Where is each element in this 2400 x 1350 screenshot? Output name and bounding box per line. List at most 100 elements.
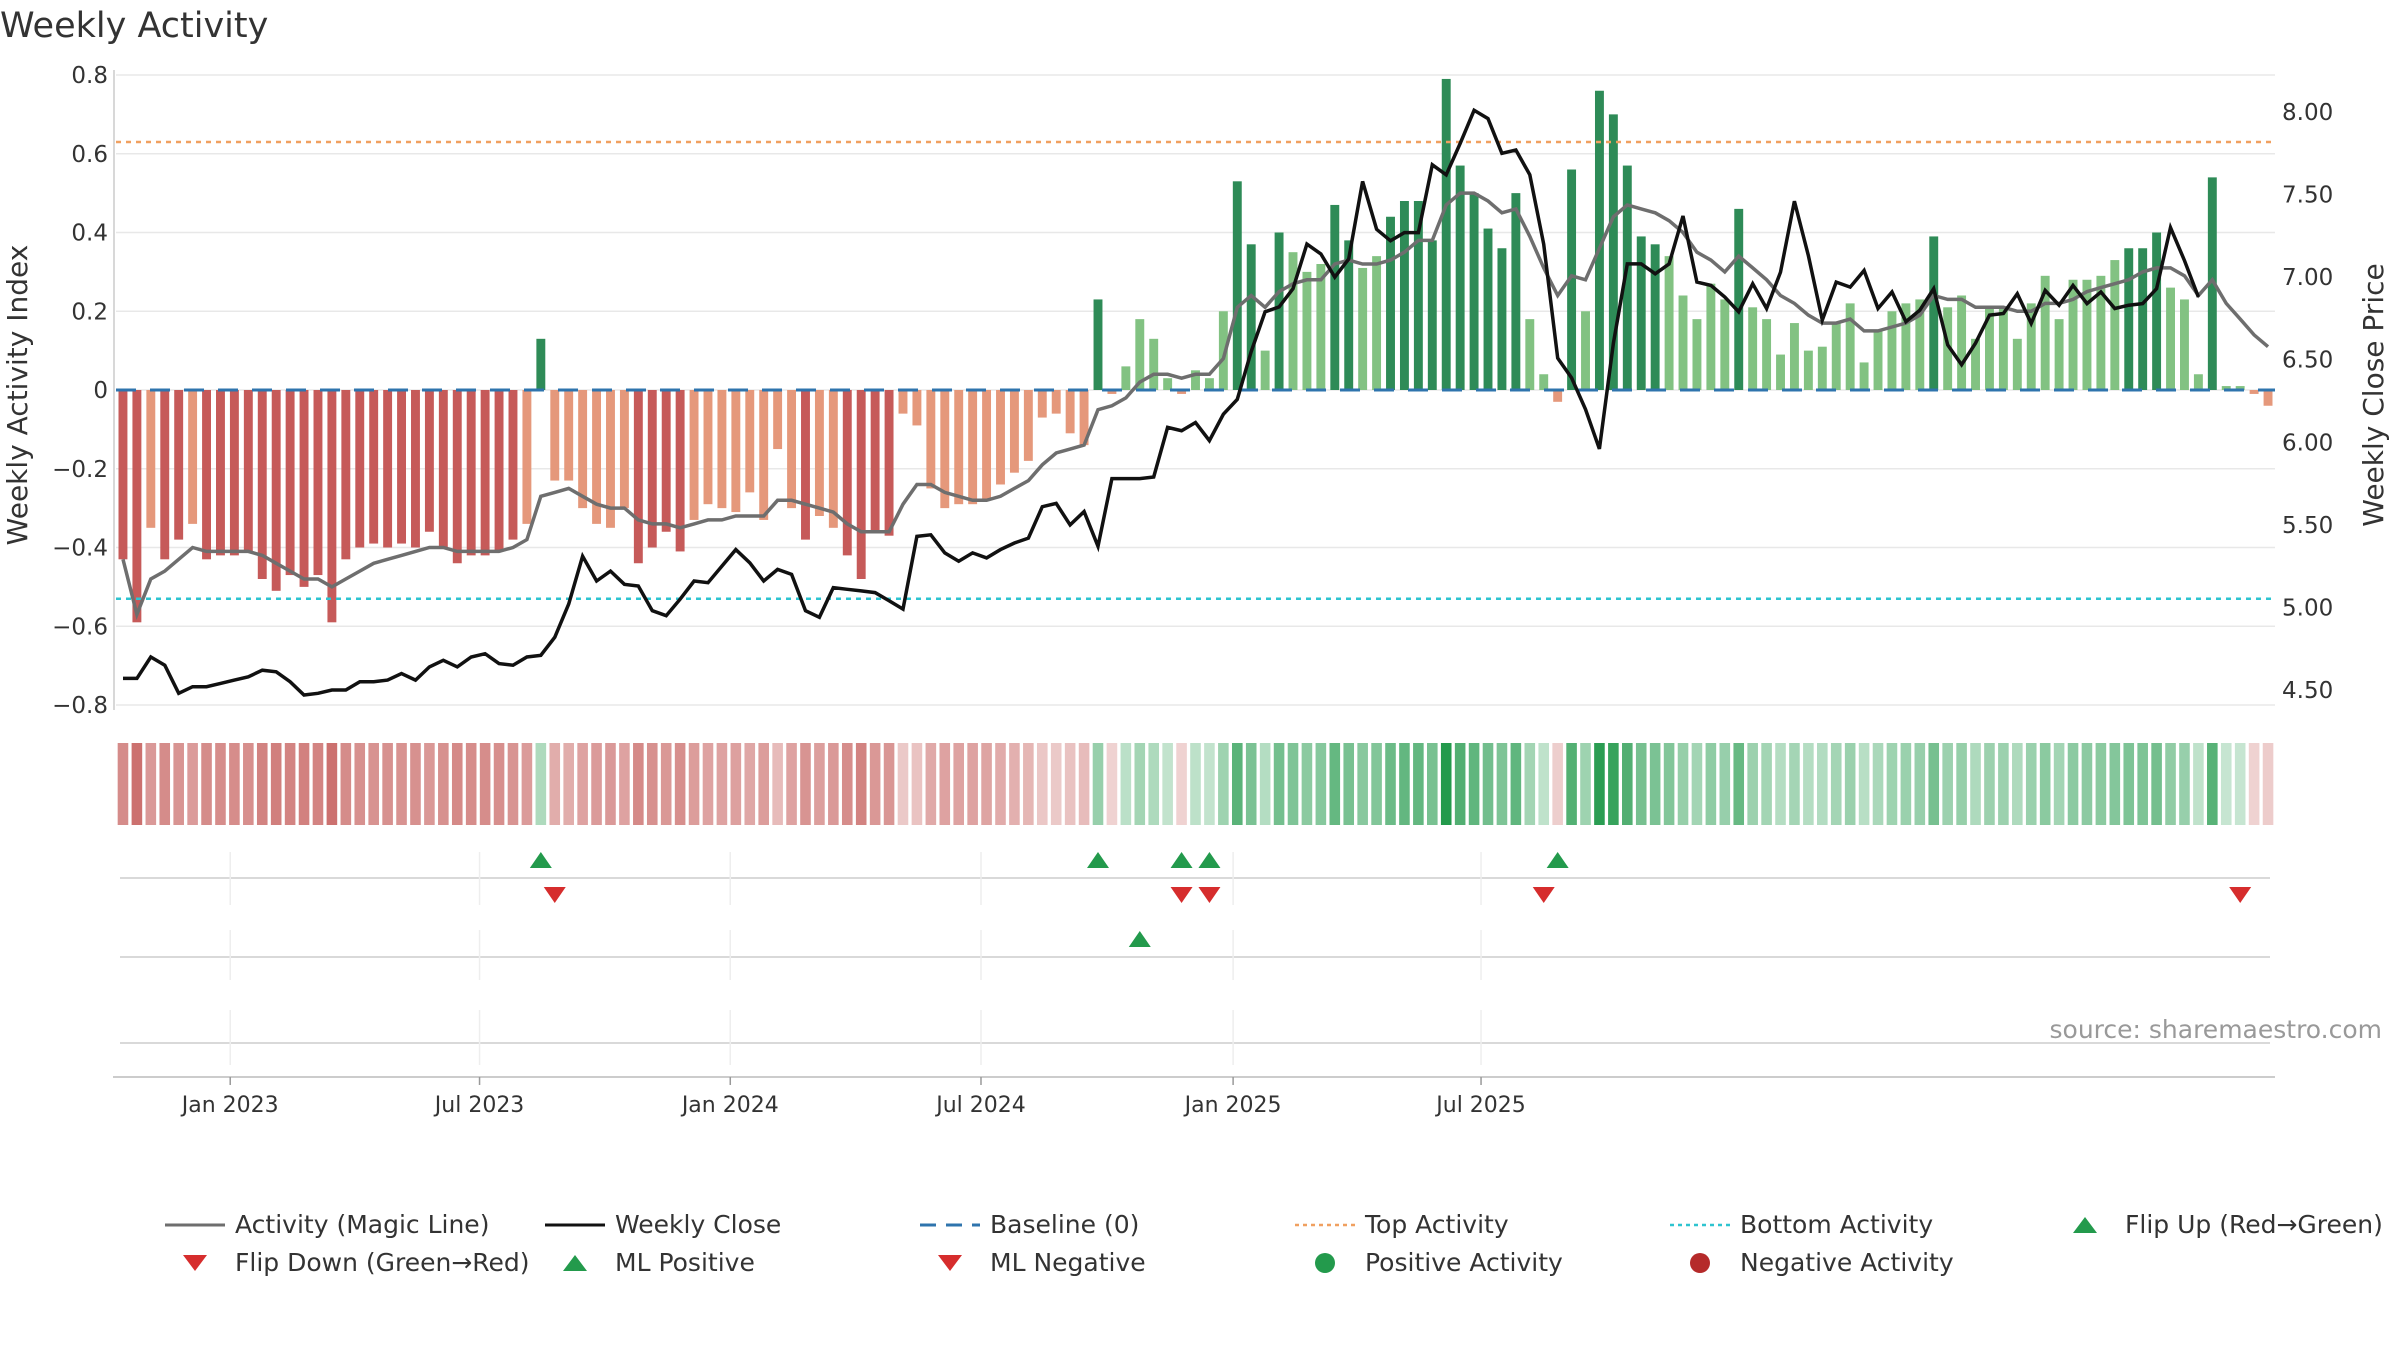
heat-cell <box>479 743 491 825</box>
heat-cell <box>883 743 895 825</box>
heat-cell <box>340 743 352 825</box>
bar-negative <box>411 390 420 548</box>
bar-positive <box>1204 378 1214 390</box>
legend-item-negative-activity: Negative Activity <box>1670 1248 1954 1277</box>
heat-cell <box>1440 743 1452 825</box>
heat-cell <box>2012 743 2023 825</box>
bar-positive <box>1316 264 1326 390</box>
bar-positive <box>1929 236 1939 390</box>
heat-cell <box>1343 743 1355 825</box>
bar-negative <box>940 390 950 509</box>
flip-down-marker <box>1198 887 1221 903</box>
legend-item-ml-negative: ML Negative <box>920 1248 1146 1277</box>
bar-negative <box>1037 390 1047 418</box>
chart-title: Weekly Activity <box>0 6 269 46</box>
bar-negative <box>801 390 810 540</box>
bar-positive <box>1873 330 1883 390</box>
y-tick-label: 0 <box>93 378 108 404</box>
heat-cell <box>2109 743 2121 825</box>
y-tick-label: −0.6 <box>52 614 108 640</box>
bar-positive <box>2235 386 2245 390</box>
heat-cell <box>633 743 644 825</box>
heat-cell <box>1231 743 1243 825</box>
bar-positive <box>1998 307 2008 390</box>
heat-cell <box>1566 743 1577 825</box>
y-tick-label: −0.2 <box>52 457 108 483</box>
heat-cell <box>1190 743 1201 825</box>
bar-negative <box>397 390 407 544</box>
bar-negative <box>118 390 128 560</box>
heat-cell <box>1050 743 1062 825</box>
bar-positive <box>1859 362 1869 390</box>
y-axis-title: Weekly Activity Index <box>1 245 34 546</box>
y-tick-label: 0.4 <box>71 221 108 247</box>
x-tick-label: Jul 2025 <box>1434 1093 1526 1118</box>
heat-cell <box>424 743 435 825</box>
legend-label-flip-up: Flip Up (Red→Green) <box>2125 1210 2383 1239</box>
y2-tick-label: 5.00 <box>2282 595 2333 621</box>
bar-positive <box>2026 303 2036 390</box>
bar-positive <box>1831 323 1841 390</box>
heat-cell <box>131 743 143 825</box>
heat-cell <box>312 743 324 825</box>
heat-cell <box>549 743 561 825</box>
bar-positive <box>1650 244 1660 390</box>
bar-negative <box>1023 390 1033 461</box>
heat-cell <box>1078 743 1090 825</box>
bar-positive <box>1469 193 1479 390</box>
heat-cell <box>1942 743 1953 825</box>
bar-negative <box>703 390 713 505</box>
legend-item-baseline: Baseline (0) <box>920 1210 1139 1239</box>
bar-negative <box>606 390 615 528</box>
heat-cell <box>577 743 588 825</box>
bar-positive <box>1622 165 1632 390</box>
bar-negative <box>160 390 170 560</box>
bar-positive <box>2152 232 2162 390</box>
legend-label-top-activity: Top Activity <box>1365 1210 1509 1239</box>
heat-cell <box>507 743 519 825</box>
heat-cell <box>298 743 310 825</box>
bar-negative <box>229 390 239 556</box>
y2-tick-label: 6.50 <box>2282 348 2333 374</box>
bar-negative <box>773 390 783 450</box>
bar-positive <box>1692 319 1702 390</box>
heat-cell <box>660 743 672 825</box>
bar-negative <box>1009 390 1019 473</box>
bar-negative <box>1553 390 1563 402</box>
heat-cell <box>646 743 658 825</box>
legend-item-top-activity: Top Activity <box>1295 1210 1509 1239</box>
heat-cell <box>1315 743 1327 825</box>
heat-cell <box>2081 743 2093 825</box>
y-tick-label: −0.8 <box>52 693 108 719</box>
bar-positive <box>1817 346 1827 390</box>
y2-tick-label: 8.00 <box>2282 100 2333 126</box>
heat-cell <box>145 743 157 825</box>
y2-tick-label: 7.00 <box>2282 265 2333 291</box>
bar-negative <box>884 390 894 536</box>
heat-cell <box>1287 743 1299 825</box>
heat-cell <box>1120 743 1132 825</box>
heat-cell <box>1106 743 1118 825</box>
bar-negative <box>216 390 225 556</box>
bar-positive <box>1636 236 1646 390</box>
heat-cell <box>1984 743 1995 825</box>
heat-cell <box>1427 743 1438 825</box>
bar-positive <box>1539 374 1549 390</box>
source-caption: source: sharemaestro.com <box>2050 1015 2383 1044</box>
bar-negative <box>494 390 504 552</box>
y-tick-label: −0.4 <box>52 536 108 562</box>
heat-cell <box>1803 743 1814 825</box>
bar-negative <box>661 390 671 532</box>
heat-cell <box>841 743 853 825</box>
x-tick-label: Jul 2023 <box>433 1093 525 1118</box>
legend-label-ml-negative: ML Negative <box>990 1248 1146 1277</box>
y2-tick-label: 7.50 <box>2282 183 2333 209</box>
heat-cell <box>1371 743 1382 825</box>
heat-cell <box>1510 743 1522 825</box>
heat-cell <box>270 743 282 825</box>
bar-negative <box>522 390 532 524</box>
bar-positive <box>2124 248 2134 390</box>
heat-cell <box>730 743 742 825</box>
bar-positive <box>1734 208 1744 390</box>
heat-cell <box>605 743 616 825</box>
